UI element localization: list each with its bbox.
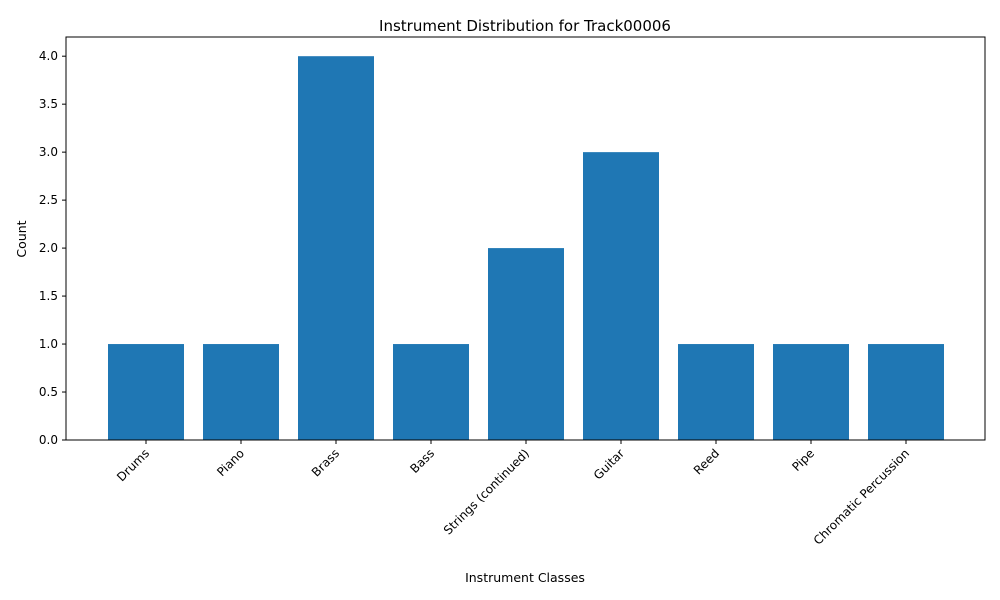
x-tick-label: Guitar: [591, 446, 627, 482]
bar-reed: [678, 344, 754, 440]
x-tick-label: Reed: [691, 446, 722, 477]
chart-title: Instrument Distribution for Track00006: [379, 17, 671, 35]
x-tick-label: Drums: [114, 446, 152, 484]
y-tick-label: 3.0: [39, 145, 58, 159]
y-axis-ticks: 0.0 0.5 1.0 1.5 2.0 2.5 3.0 3.5 4.0: [39, 49, 66, 447]
y-tick-label: 2.0: [39, 241, 58, 255]
x-axis-label: Instrument Classes: [465, 570, 585, 585]
y-tick-label: 1.5: [39, 289, 58, 303]
y-axis-label: Count: [14, 220, 29, 257]
bar-brass: [298, 56, 374, 440]
bar-strings-continued: [488, 248, 564, 440]
x-tick-label: Pipe: [789, 446, 817, 474]
bar-chromatic-percussion: [868, 344, 944, 440]
x-tick-label: Strings (continued): [441, 446, 532, 537]
bar-pipe: [773, 344, 849, 440]
bar-drums: [108, 344, 184, 440]
bar-piano: [203, 344, 279, 440]
x-tick-label: Bass: [407, 446, 437, 476]
bar-guitar: [583, 152, 659, 440]
bar-bass: [393, 344, 469, 440]
x-tick-label: Piano: [214, 446, 247, 479]
y-tick-label: 4.0: [39, 49, 58, 63]
y-tick-label: 2.5: [39, 193, 58, 207]
plot-frame: [65, 36, 986, 441]
x-axis-ticks: Drums Piano Brass Bass Strings (continued) Gu…: [114, 440, 912, 548]
y-tick-label: 0.5: [39, 385, 58, 399]
y-tick-label: 3.5: [39, 97, 58, 111]
y-tick-label: 1.0: [39, 337, 58, 351]
x-tick-label: Brass: [309, 446, 342, 479]
y-tick-label: 0.0: [39, 433, 58, 447]
x-tick-label: Chromatic Percussion: [811, 446, 912, 547]
bars-group: [108, 56, 944, 440]
